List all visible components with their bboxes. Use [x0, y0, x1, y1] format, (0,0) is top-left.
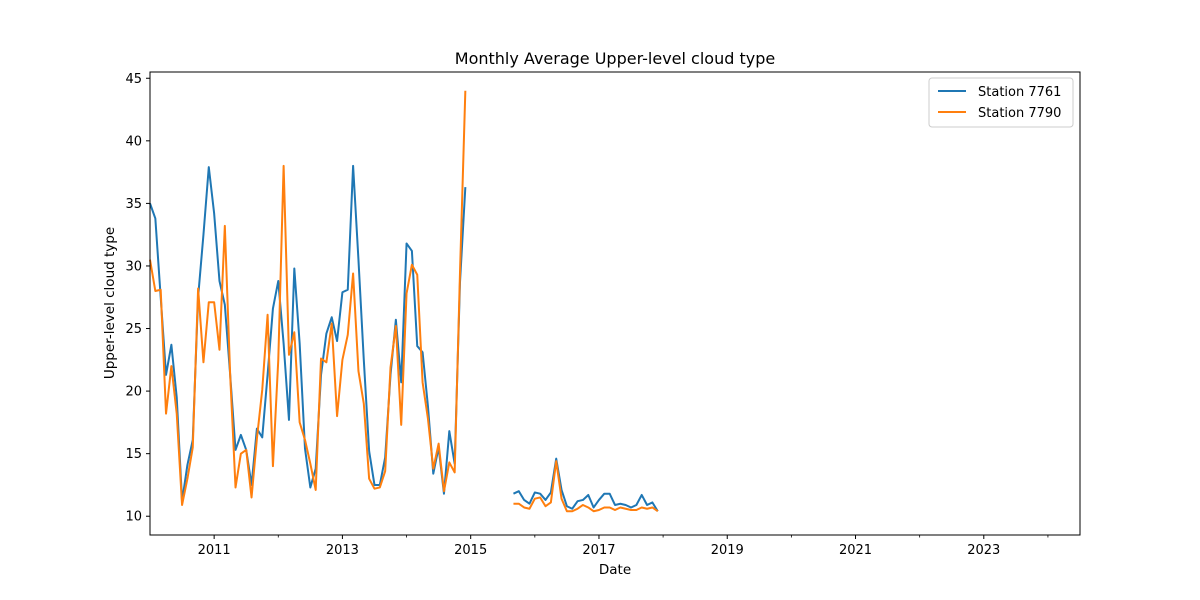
series-layer: [149, 90, 659, 513]
y-tick-label: 40: [125, 134, 142, 149]
y-tick-label: 45: [125, 72, 142, 87]
y-tick-label: 25: [125, 322, 142, 337]
y-tick-label: 15: [125, 447, 142, 462]
x-tick-label: 2017: [582, 543, 615, 558]
plot-area: [150, 72, 1080, 535]
y-tick-label: 30: [125, 259, 142, 274]
legend-label-station-7790: Station 7790: [978, 106, 1061, 121]
y-tick-label: 10: [125, 510, 142, 525]
x-tick-label: 2011: [198, 543, 231, 558]
legend-label-station-7761: Station 7761: [978, 85, 1061, 100]
x-tick-label: 2023: [967, 543, 1000, 558]
chart-title: Monthly Average Upper-level cloud type: [455, 49, 775, 68]
y-tick-label: 20: [125, 385, 142, 400]
x-tick-label: 2013: [326, 543, 359, 558]
x-axis-label: Date: [599, 562, 631, 578]
y-tick-label: 35: [125, 197, 142, 212]
y-axis-label: Upper-level cloud type: [102, 227, 118, 379]
series-line-station-7790: [149, 90, 659, 513]
axes-layer: 10 15 20 25 30 35 40 45 2011 2013 2015 2017 2019 2021…: [125, 72, 1049, 558]
legend: Station 7761 Station 7790: [928, 77, 1074, 128]
plot-frame: [149, 71, 1081, 536]
x-tick-label: 2019: [711, 543, 744, 558]
x-tick-label: 2015: [454, 543, 487, 558]
x-tick-label: 2021: [839, 543, 872, 558]
